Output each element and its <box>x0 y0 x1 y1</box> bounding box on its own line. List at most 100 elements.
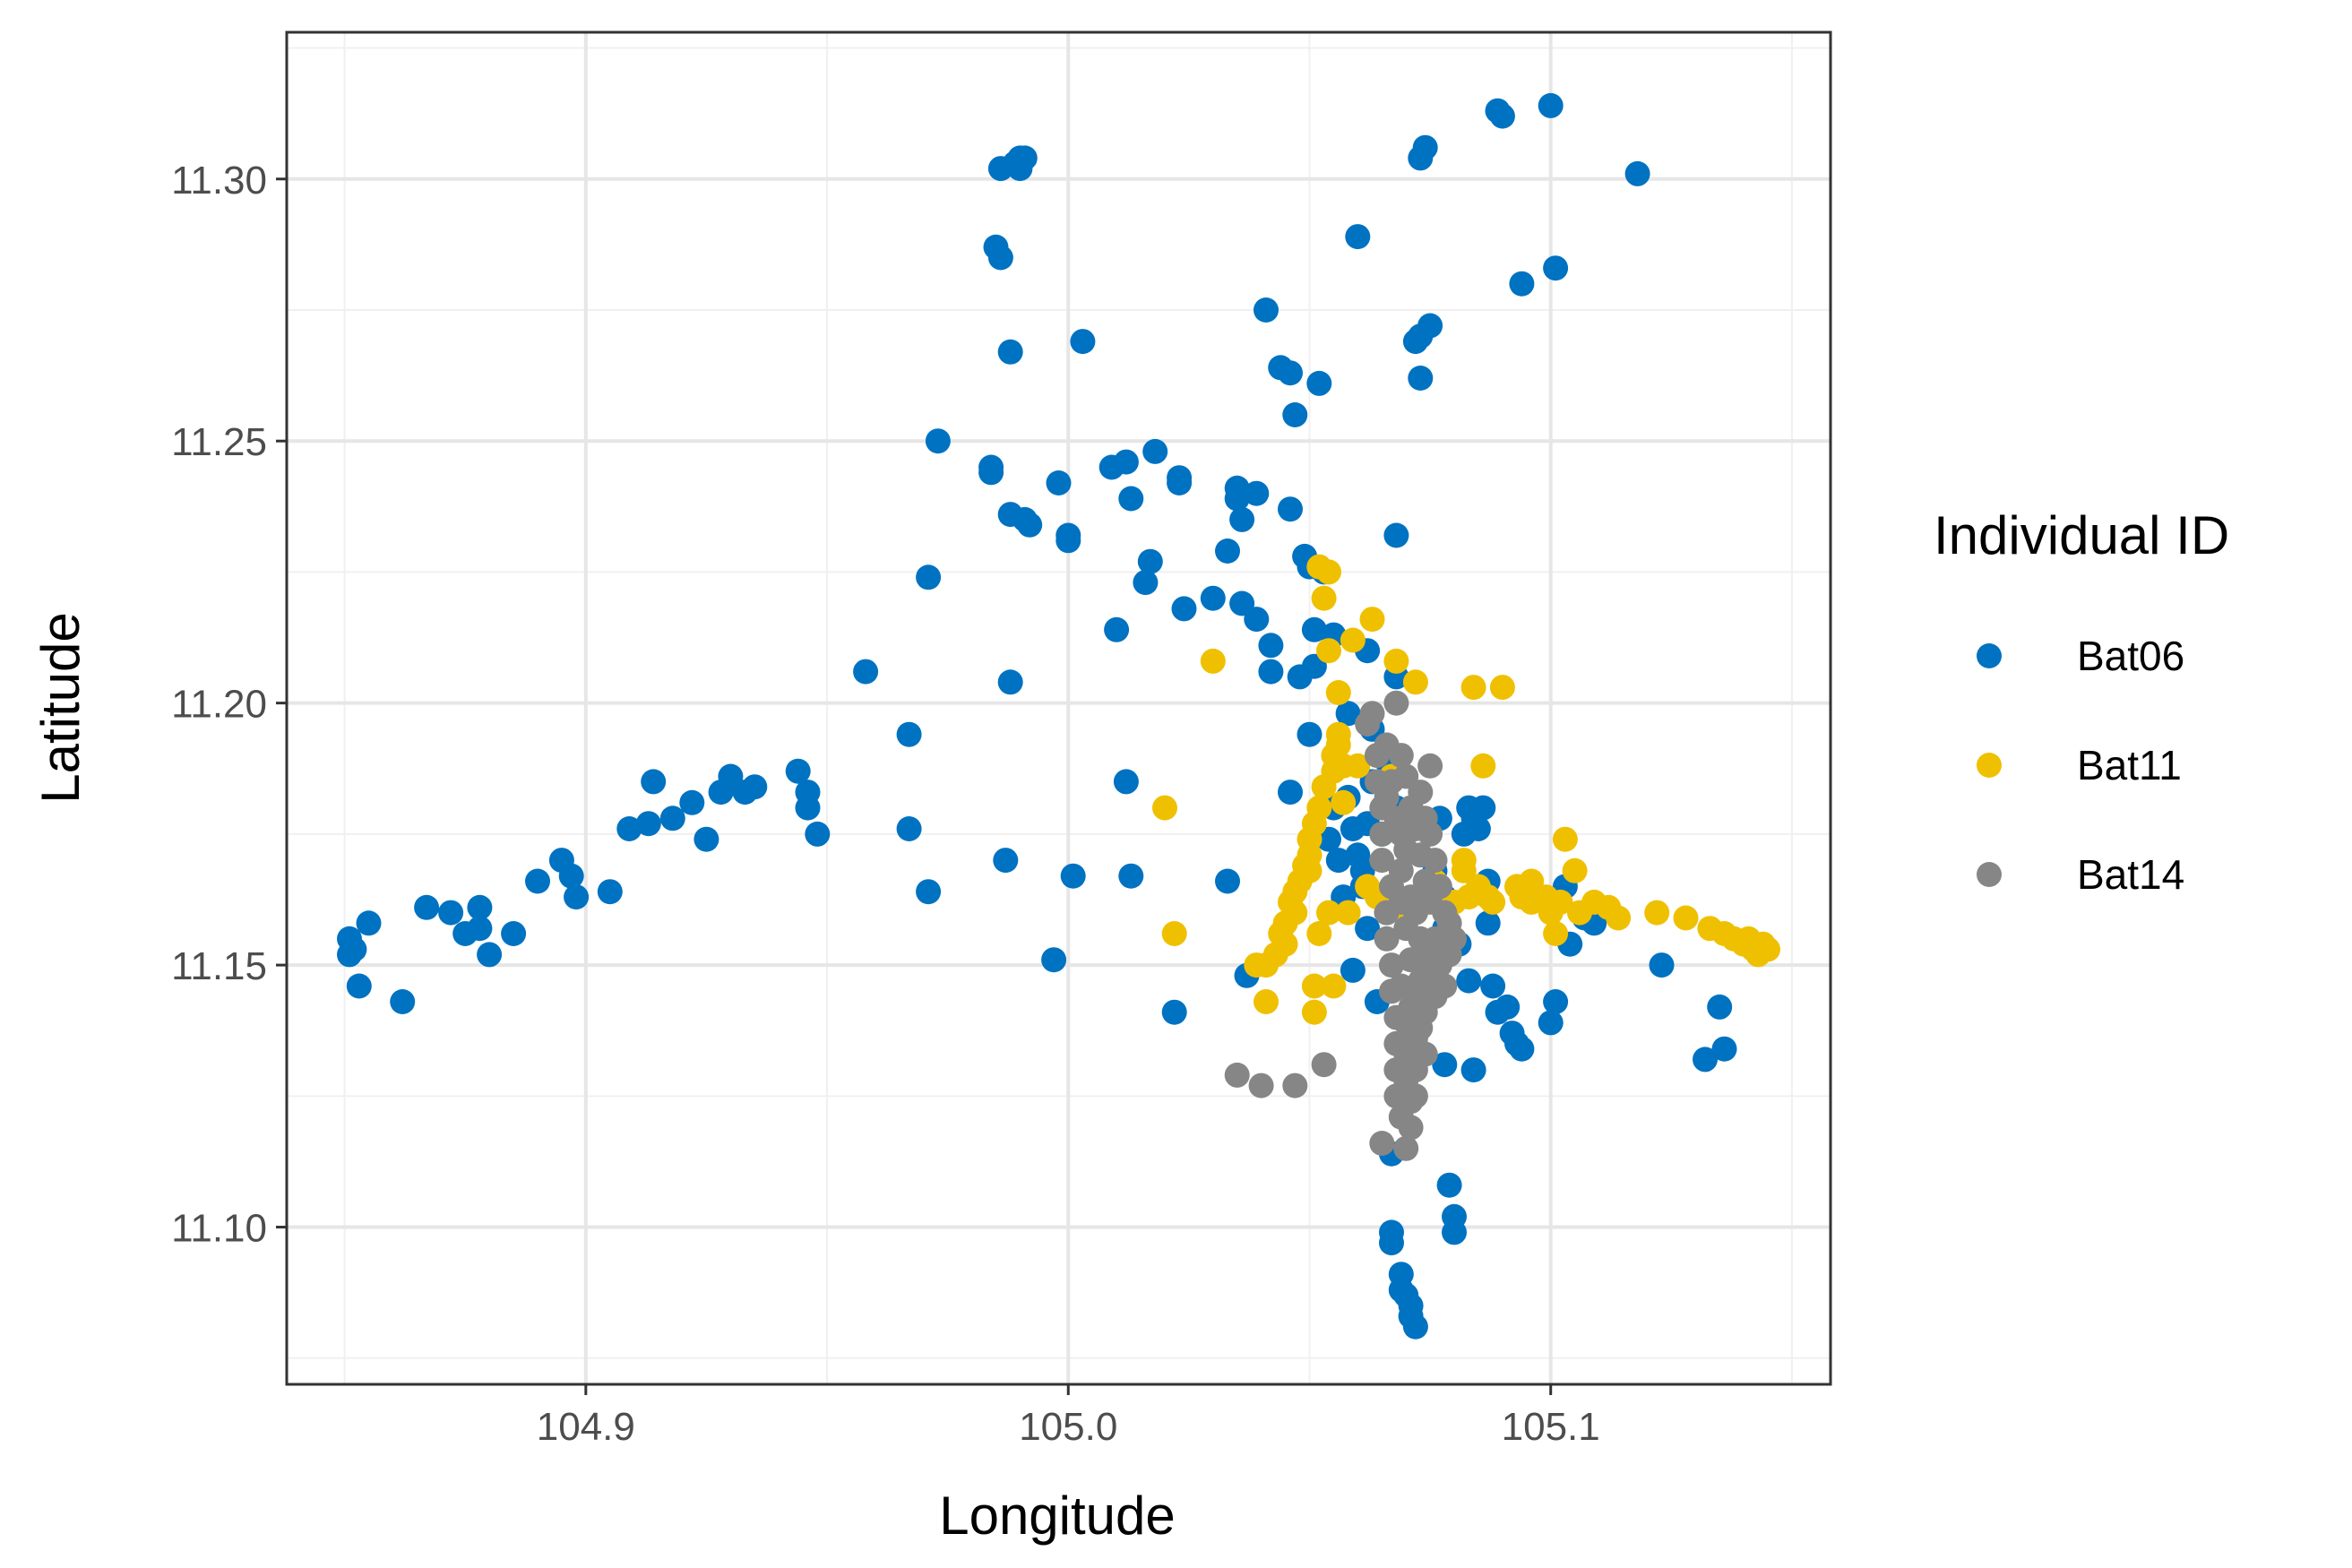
x-axis-title: Longitude <box>939 1486 1176 1546</box>
data-point <box>1244 480 1270 506</box>
data-point <box>1402 669 1428 695</box>
data-point <box>1229 506 1255 532</box>
x-axis-ticks: 104.9 105.0 105.1 <box>537 1384 1600 1449</box>
data-point <box>1379 769 1404 795</box>
data-point <box>1442 926 1467 952</box>
legend-title: Individual ID <box>1934 505 2229 565</box>
data-point <box>1301 616 1327 642</box>
data-point <box>1465 816 1491 841</box>
data-point <box>659 806 685 831</box>
data-point <box>993 848 1019 874</box>
legend-key-bat06 <box>1977 643 2002 668</box>
y-axis-title: Latitude <box>30 612 90 804</box>
data-point <box>1644 900 1670 926</box>
data-point <box>997 669 1023 695</box>
data-point <box>390 989 416 1014</box>
y-tick-label: 11.20 <box>171 683 267 727</box>
data-point <box>1432 1052 1458 1078</box>
data-point <box>997 339 1023 365</box>
data-point <box>1460 675 1486 701</box>
data-point <box>414 894 440 920</box>
data-point <box>1417 313 1443 339</box>
data-point <box>1402 1314 1428 1340</box>
data-point <box>1412 134 1438 160</box>
data-point <box>1012 145 1038 171</box>
data-point <box>916 564 942 590</box>
data-point <box>1436 1172 1462 1198</box>
data-point <box>1244 607 1270 633</box>
data-point <box>1200 585 1226 611</box>
data-point <box>616 816 642 841</box>
legend-item-bat14: Bat14 <box>1977 851 2184 898</box>
data-point <box>525 868 550 894</box>
legend-item-bat06: Bat06 <box>1977 633 2184 679</box>
data-point <box>1460 1057 1486 1083</box>
data-point <box>1325 680 1351 705</box>
data-point <box>635 811 661 837</box>
data-point <box>1552 826 1578 852</box>
data-point <box>1152 795 1177 821</box>
data-point <box>1055 528 1081 554</box>
data-point <box>1398 1115 1424 1141</box>
data-point <box>1475 910 1501 936</box>
data-point <box>1388 743 1414 769</box>
legend-label: Bat11 <box>2077 742 2182 788</box>
data-point <box>1649 952 1675 978</box>
data-point <box>1306 795 1332 821</box>
data-point <box>785 758 811 784</box>
data-point <box>1456 968 1482 994</box>
data-point <box>1489 675 1515 701</box>
data-point <box>1345 224 1371 250</box>
data-point <box>1200 648 1226 674</box>
data-point <box>916 879 942 905</box>
data-point <box>978 454 1004 480</box>
data-point <box>1707 994 1733 1020</box>
data-point <box>1340 957 1366 983</box>
data-point <box>1335 900 1361 926</box>
data-point <box>341 936 367 962</box>
data-point <box>1137 548 1163 574</box>
data-point <box>1215 868 1240 894</box>
data-point <box>467 916 493 942</box>
data-point <box>1359 607 1385 633</box>
data-point <box>1383 648 1409 674</box>
data-point <box>1224 486 1250 512</box>
data-point <box>1301 999 1327 1025</box>
legend-key-bat14 <box>1977 862 2002 887</box>
y-tick-label: 11.25 <box>171 420 267 464</box>
data-point <box>679 789 705 815</box>
data-point <box>1104 616 1130 642</box>
legend-item-bat11: Bat11 <box>1977 742 2182 788</box>
data-point <box>1306 921 1332 946</box>
data-point <box>1369 848 1395 874</box>
data-point <box>1393 1135 1419 1161</box>
data-point <box>1383 522 1409 548</box>
data-point <box>1480 889 1506 915</box>
data-point <box>1070 329 1096 355</box>
data-point <box>1282 900 1308 926</box>
data-point <box>1417 753 1443 779</box>
data-point <box>795 795 821 821</box>
data-point <box>477 942 503 968</box>
data-point <box>1113 449 1139 475</box>
data-point <box>1258 633 1284 659</box>
x-tick-label: 104.9 <box>537 1405 635 1449</box>
data-point <box>1755 936 1780 962</box>
data-point <box>1538 1010 1564 1036</box>
legend-label: Bat14 <box>2077 851 2184 898</box>
data-point <box>1355 916 1381 942</box>
data-point <box>1335 701 1361 727</box>
data-point <box>925 428 951 454</box>
data-point <box>1374 926 1400 952</box>
data-point <box>1278 496 1303 522</box>
data-point <box>1229 590 1255 616</box>
data-point <box>1673 905 1699 931</box>
data-point <box>1331 789 1357 815</box>
data-point <box>1248 1073 1274 1098</box>
data-point <box>1470 753 1496 779</box>
data-point <box>1624 160 1650 186</box>
data-point <box>1316 900 1341 926</box>
data-point <box>1133 570 1159 596</box>
y-axis-ticks: 11.10 11.15 11.20 11.25 11.30 <box>171 159 287 1251</box>
data-point <box>1118 863 1144 889</box>
